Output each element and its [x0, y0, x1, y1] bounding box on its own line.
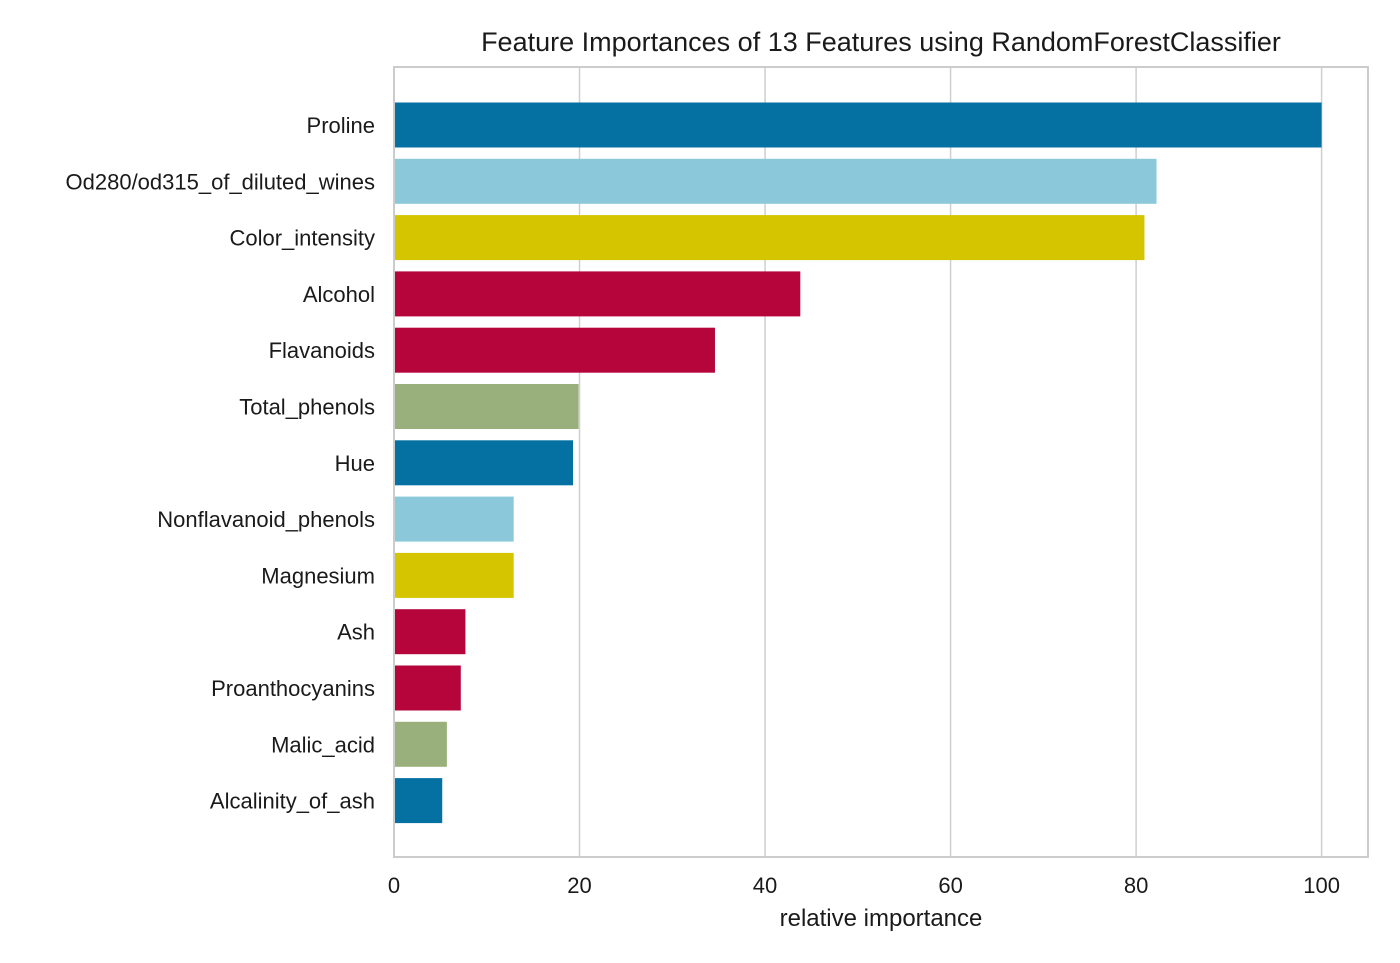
bar-ash: [394, 609, 466, 655]
bar-proanthocyanins: [394, 665, 461, 711]
bar-hue: [394, 440, 574, 486]
chart-title: Feature Importances of 13 Features using…: [481, 27, 1281, 57]
x-tick-label: 100: [1303, 873, 1340, 898]
bar-color-intensity: [394, 215, 1145, 261]
y-tick-label: Hue: [335, 451, 375, 476]
x-tick-label: 40: [753, 873, 777, 898]
bar-alcalinity-of-ash: [394, 778, 443, 824]
x-tick-label: 80: [1124, 873, 1148, 898]
x-tick-label: 20: [567, 873, 591, 898]
x-axis-label: relative importance: [780, 905, 983, 932]
y-tick-label: Ash: [337, 620, 375, 645]
y-tick-label: Malic_acid: [271, 732, 375, 757]
y-tick-labels: Proline Od280/od315_of_diluted_wines Color…: [66, 113, 375, 814]
y-tick-label: Nonflavanoid_phenols: [157, 507, 375, 532]
bar-total-phenols: [394, 384, 579, 429]
x-tick-label: 60: [938, 873, 962, 898]
x-tick-label: 0: [388, 873, 400, 898]
y-tick-label: Proline: [307, 113, 375, 138]
x-tick-labels: 0 20 40 60 80 100: [388, 873, 1340, 898]
y-tick-label: Total_phenols: [239, 395, 375, 420]
bar-alcohol: [394, 271, 801, 317]
bar-flavanoids: [394, 327, 715, 373]
plot-frame: [393, 66, 1369, 858]
bar-nonflavanoid-phenols: [394, 496, 514, 542]
bar-malic-acid: [394, 721, 447, 767]
bar-proline: [394, 102, 1322, 148]
y-tick-label: Alcalinity_of_ash: [210, 789, 375, 814]
bars: [394, 102, 1322, 824]
y-tick-label: Color_intensity: [229, 226, 375, 251]
y-tick-label: Alcohol: [303, 282, 375, 307]
y-tick-label: Flavanoids: [269, 338, 375, 363]
bar-magnesium: [394, 552, 514, 598]
y-tick-label: Magnesium: [261, 563, 375, 588]
y-tick-label: Od280/od315_of_diluted_wines: [66, 169, 375, 194]
y-tick-label: Proanthocyanins: [211, 676, 375, 701]
bar-od280-od315-of-diluted-wines: [394, 158, 1157, 204]
